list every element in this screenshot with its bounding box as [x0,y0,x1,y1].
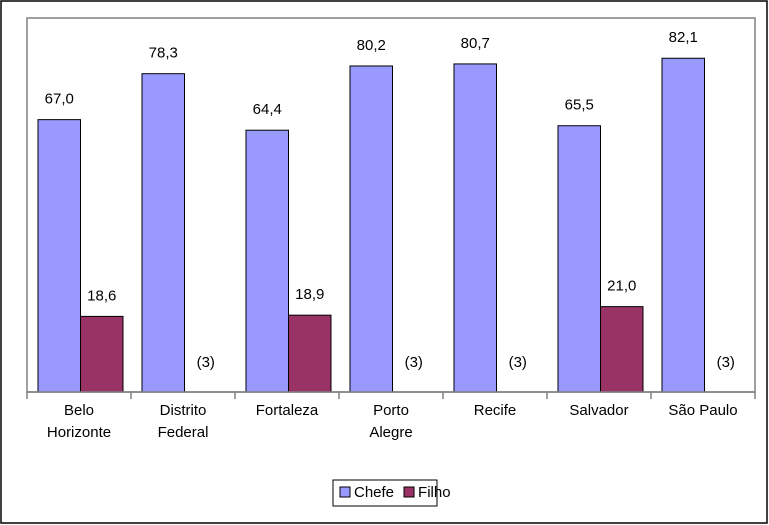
bar [600,306,644,393]
data-label: 80,7 [461,35,490,52]
bar [245,129,289,393]
data-label: 78,3 [149,45,178,62]
data-label: (3) [197,354,215,371]
x-tick-label: Porto Alegre [369,402,413,441]
data-label: 18,9 [295,286,324,303]
data-label: 80,2 [357,37,386,54]
bar [661,57,705,393]
x-tick-label: Belo Horizonte [46,402,112,441]
data-label: 65,5 [565,97,594,114]
data-label: (3) [717,354,735,371]
x-tick-label: Recife [473,402,517,419]
legend-label: Chefe [354,484,394,501]
data-label: 21,0 [607,278,636,295]
data-label: (3) [405,354,423,371]
data-label: 67,0 [45,91,74,108]
data-label: (3) [509,354,527,371]
x-tick-label: São Paulo [668,402,738,419]
bar [37,119,81,393]
legend-swatch [339,486,351,498]
legend-label: Filho [418,484,451,501]
legend-swatch [403,486,415,498]
bar [557,125,601,393]
data-label: 64,4 [253,101,282,118]
bar [288,314,332,393]
bar [80,315,124,393]
x-tick-label: Fortaleza [255,402,319,419]
x-tick-label: Distrito Federal [157,402,209,441]
data-label: 18,6 [87,287,116,304]
data-label: 82,1 [669,29,698,46]
x-tick-label: Salvador [569,402,629,419]
bar [453,63,497,393]
bar [141,73,185,393]
bar [349,65,393,393]
